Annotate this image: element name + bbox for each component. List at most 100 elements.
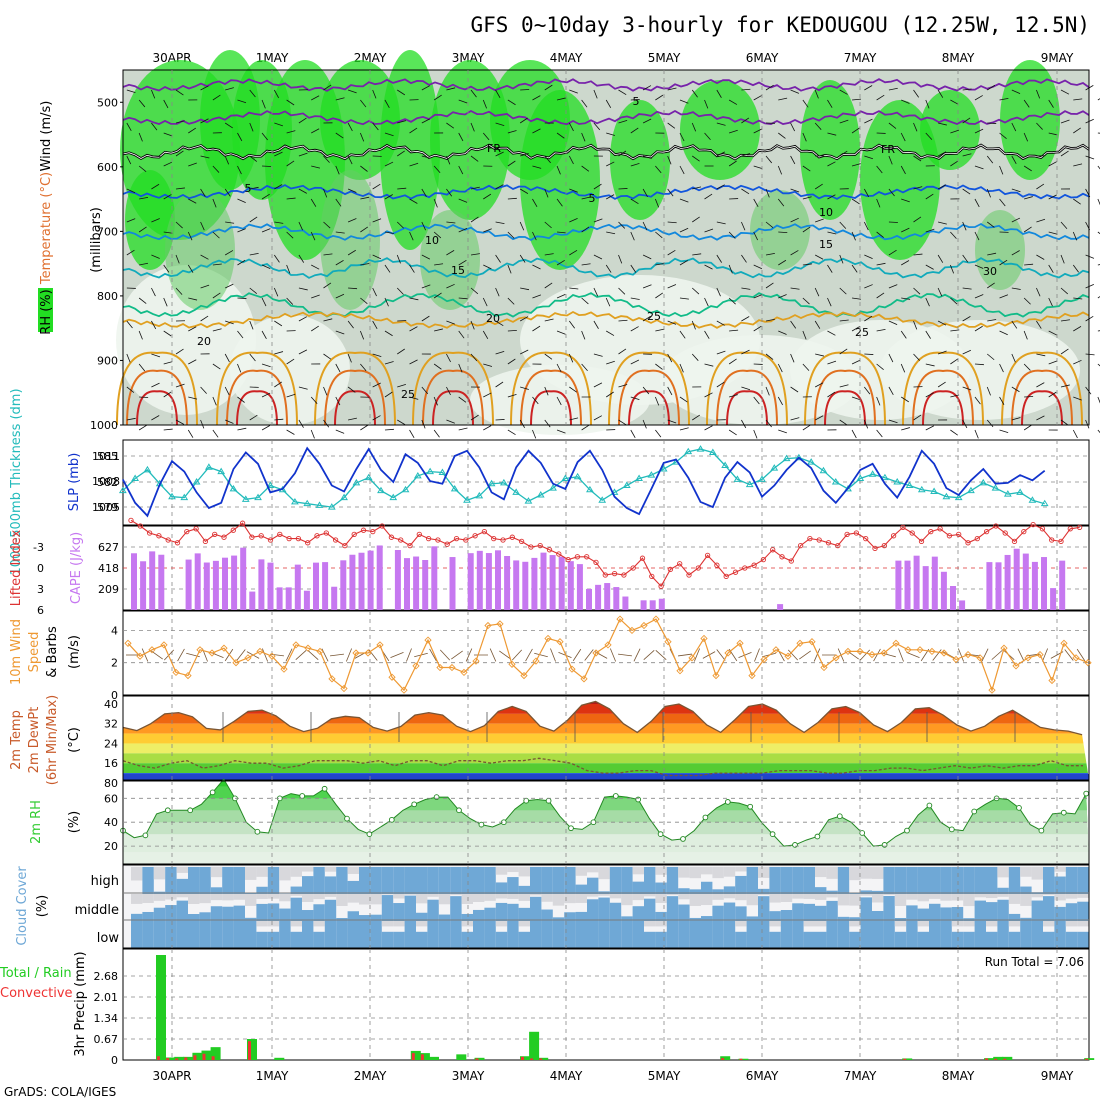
- cloud-cell: [1031, 921, 1043, 948]
- thickness-point: [598, 496, 607, 503]
- wind-speed-point: [820, 663, 828, 672]
- rh-point: [523, 797, 530, 804]
- upper-wind-barb: [384, 428, 394, 431]
- lifted-index-point: [146, 530, 153, 536]
- cloud-cell: [837, 916, 850, 921]
- wind-speed-point: [892, 639, 900, 647]
- precip-conv-bar: [1003, 1058, 1007, 1060]
- upper-wind-barb: [790, 188, 800, 193]
- wind-tick-label: 2: [111, 657, 118, 670]
- lifted-index-point: [286, 535, 292, 542]
- upper-wind-barb: [249, 216, 258, 223]
- cloud-cell: [872, 910, 884, 921]
- upper-wind-barb: [273, 89, 280, 99]
- upper-wind-barb: [384, 361, 394, 365]
- slp-tick-label: 1005: [92, 501, 120, 514]
- surface-isotherm-line: [726, 390, 768, 426]
- upper-wind-barb: [815, 353, 825, 357]
- upper-wind-barb: [679, 227, 689, 233]
- cloud-gap-cell: [769, 894, 781, 903]
- upper-wind-barb: [655, 292, 664, 299]
- cape-bar: [131, 553, 137, 610]
- rh-point: [344, 815, 350, 822]
- upper-wind-barb: [347, 188, 357, 193]
- upper-wind-barb: [138, 330, 143, 340]
- cloud-cell: [917, 908, 929, 921]
- li-tick-label: -3: [33, 541, 44, 554]
- upper-wind-barb: [519, 117, 528, 124]
- cloud-cell: [678, 888, 690, 894]
- upper-wind-barb: [212, 292, 221, 299]
- li-tick-label: 3: [37, 583, 44, 596]
- lifted-index-point: [249, 534, 255, 540]
- upper-wind-barb: [593, 382, 603, 388]
- temp-band: [123, 704, 1089, 714]
- upper-wind-barb: [790, 320, 797, 329]
- upper-wind-barb: [347, 155, 353, 165]
- cloud-cell: [222, 906, 234, 921]
- rh-moist-region: [430, 60, 510, 220]
- dewpoint-line: [122, 757, 1083, 777]
- upper-wind-barb: [483, 425, 492, 431]
- upper-wind-barb: [1036, 382, 1045, 388]
- upper-wind-barb: [237, 198, 246, 203]
- upper-wind-barb: [974, 198, 980, 208]
- cloud-cell: [188, 867, 200, 894]
- upper-wind-barb: [753, 95, 762, 101]
- cloud-cell: [1043, 896, 1055, 921]
- upper-wind-barb: [581, 363, 588, 372]
- upper-wind-barb: [372, 382, 381, 388]
- lifted-index-point: [407, 542, 413, 549]
- upper-wind-barb: [778, 294, 787, 299]
- slp-panel-frame: [122, 439, 1090, 526]
- cloud-cell: [587, 921, 599, 948]
- upper-wind-barb: [630, 127, 639, 134]
- cloud-cell: [290, 897, 302, 921]
- upper-wind-barb: [802, 226, 811, 233]
- cloud-cell: [176, 900, 188, 921]
- upper-wind-barb: [421, 315, 430, 322]
- lifted-index-point: [770, 547, 776, 553]
- upper-wind-barb: [482, 297, 488, 307]
- cloud-cell: [359, 867, 371, 894]
- upper-wind-barb: [409, 297, 419, 301]
- cloud-cell: [689, 889, 701, 894]
- cloud-cell: [165, 867, 177, 894]
- upper-wind-barb: [729, 329, 739, 332]
- surface-wind-barb: [1064, 649, 1074, 661]
- upper-wind-barb: [581, 226, 590, 233]
- wind-axis-label-4: (m/s): [67, 635, 82, 669]
- cape-bar: [285, 587, 292, 610]
- precip-total-bar: [529, 1031, 540, 1060]
- upper-wind-barb: [999, 97, 1009, 101]
- upper-wind-barb: [274, 151, 283, 157]
- surface-wind-barb: [270, 653, 284, 657]
- upper-wind-barb: [433, 165, 441, 173]
- cloud-gap-cell: [290, 921, 302, 927]
- upper-wind-barb: [224, 283, 234, 289]
- rh-moist-region: [165, 190, 235, 310]
- upper-wind-barb: [200, 315, 209, 322]
- thickness-point: [401, 485, 410, 493]
- upper-wind-barb: [360, 165, 368, 172]
- cloud-cell: [666, 921, 679, 948]
- upper-wind-barb: [556, 294, 566, 299]
- upper-wind-barb: [581, 132, 586, 142]
- upper-wind-barb: [888, 284, 898, 289]
- cloud-gap-cell: [370, 894, 382, 905]
- upper-wind-barb: [507, 329, 517, 332]
- bottom-date-label: 30APR: [152, 1069, 191, 1083]
- wind-speed-point: [184, 671, 192, 680]
- upper-wind-barb: [1036, 287, 1041, 297]
- cloud-gap-cell: [336, 894, 348, 906]
- cloud-cell: [769, 931, 781, 948]
- upper-wind-barb: [519, 419, 525, 429]
- cape-bar: [495, 550, 501, 610]
- rh-point: [657, 831, 664, 837]
- upper-wind-barb: [1023, 165, 1032, 172]
- cloud-cell: [142, 921, 154, 948]
- cloud-cell: [404, 921, 416, 948]
- cloud-cell: [1077, 931, 1089, 948]
- surface-wind-barb: [898, 648, 904, 662]
- upper-wind-barb: [1048, 264, 1054, 273]
